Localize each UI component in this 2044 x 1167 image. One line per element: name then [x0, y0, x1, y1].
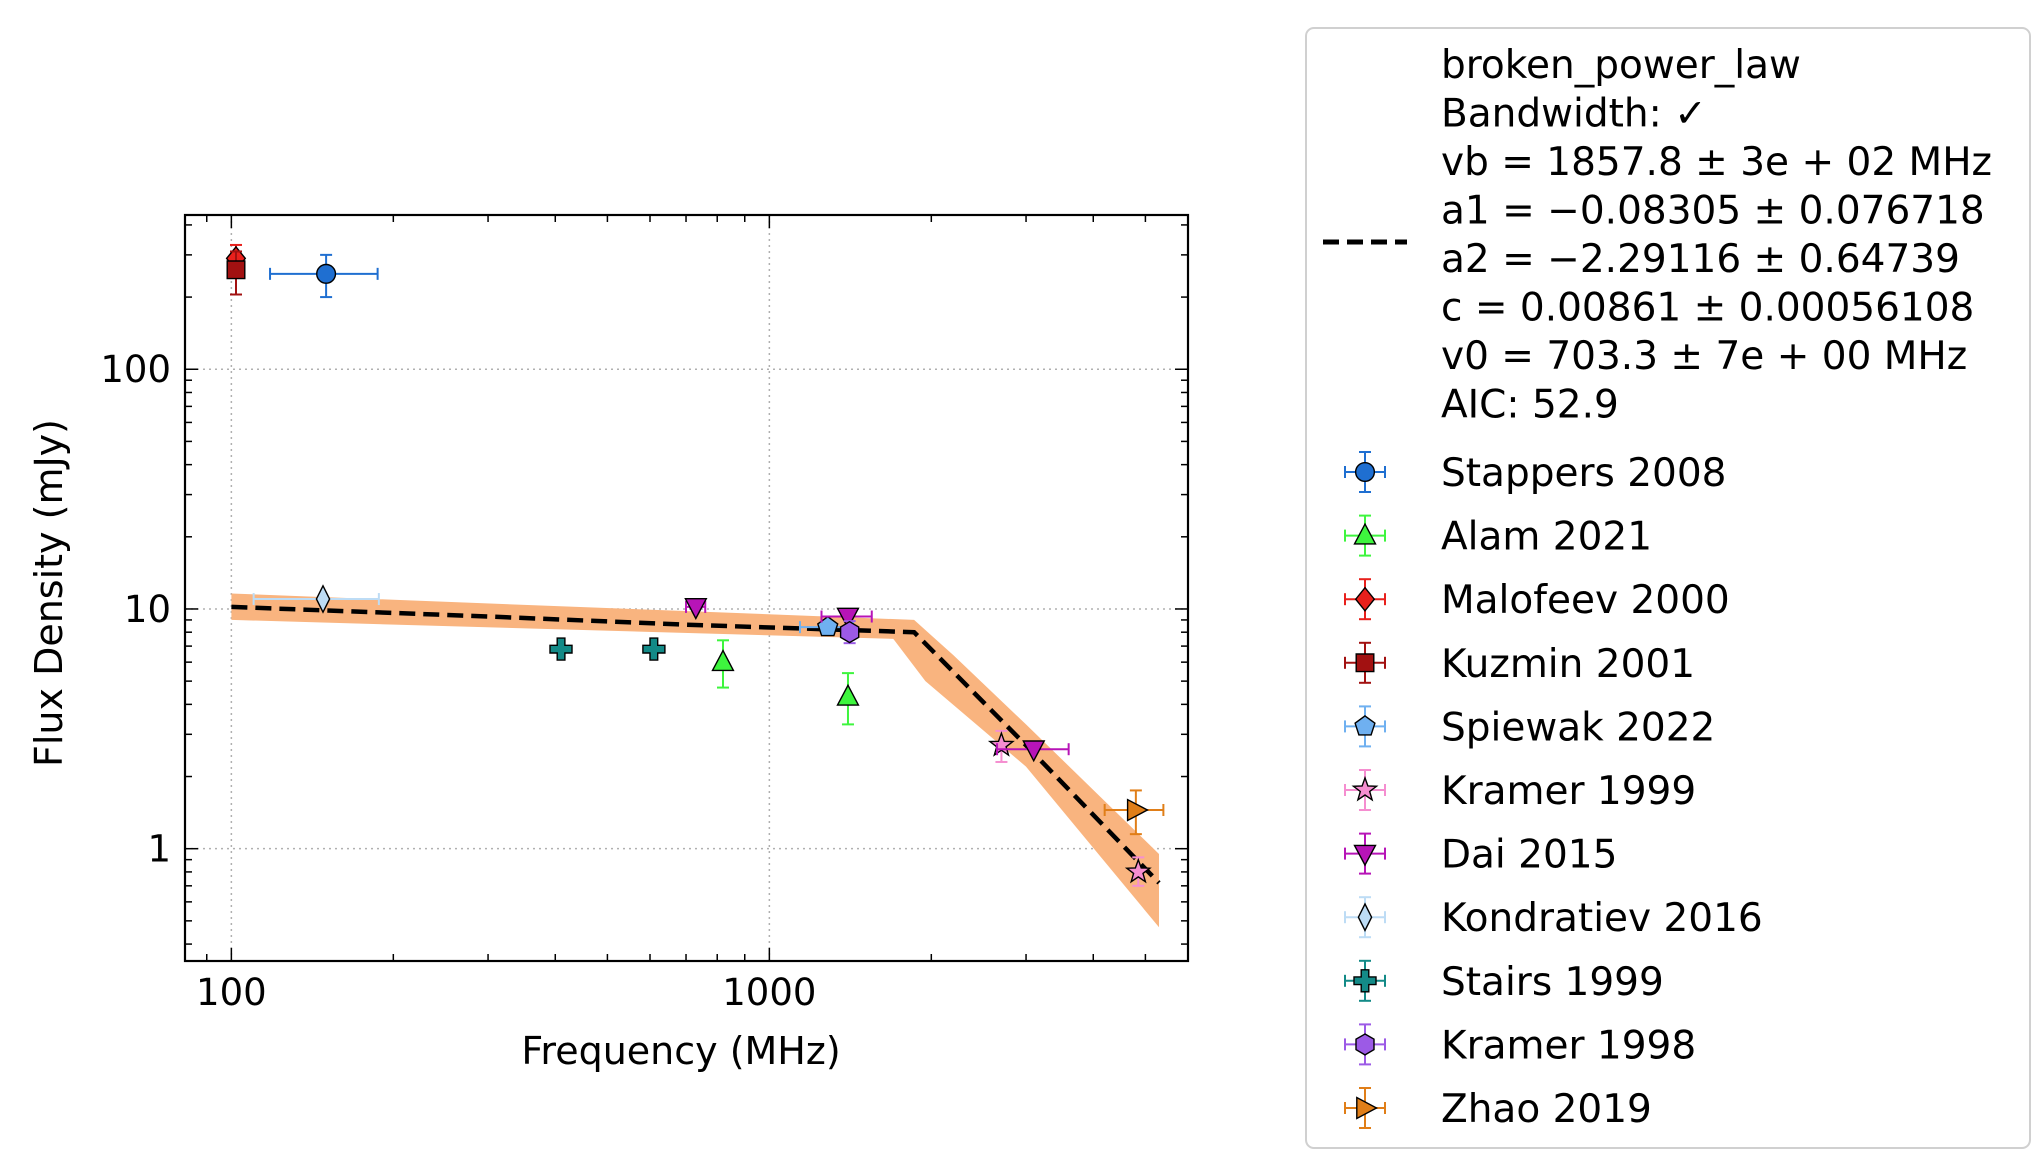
y-tick-label: 100 — [100, 348, 171, 391]
y-axis-label: Flux Density (mJy) — [27, 419, 71, 767]
marker-kuzmin-2001 — [226, 260, 246, 280]
legend-model-line: c = 0.00861 ± 0.00056108 — [1441, 286, 1974, 331]
legend-model-line: AIC: 52.9 — [1441, 383, 1619, 428]
legend-marker-kuzmin-2001 — [1355, 653, 1375, 673]
x-tick-label: 100 — [196, 971, 267, 1014]
y-tick-label: 1 — [147, 828, 171, 871]
data-point-zhao-2019 — [1103, 789, 1165, 836]
legend-label: Dai 2015 — [1441, 833, 1617, 878]
marker-stappers-2008 — [316, 263, 337, 284]
legend-label: Kuzmin 2001 — [1441, 642, 1695, 687]
legend-entry-kondratiev-2016: Kondratiev 2016 — [1344, 896, 1763, 941]
data-point-alam-2021 — [711, 639, 735, 689]
legend-label: Stappers 2008 — [1441, 451, 1726, 496]
marker-spiewak-2022 — [816, 615, 839, 637]
legend-entry-alam-2021: Alam 2021 — [1344, 514, 1652, 560]
marker-dai-2015 — [684, 598, 708, 620]
legend-entry-malofeev-2000: Malofeev 2000 — [1344, 578, 1730, 623]
marker-alam-2021 — [836, 683, 860, 706]
legend-entry-kramer-1998: Kramer 1998 — [1344, 1023, 1696, 1068]
legend-model-line: vb = 1857.8 ± 3e + 02 MHz — [1441, 140, 1992, 185]
legend-marker-dai-2015 — [1353, 844, 1377, 867]
legend-label: Kramer 1999 — [1441, 769, 1696, 814]
legend-entry-stairs-1999: Stairs 1999 — [1344, 959, 1664, 1005]
legend-marker-malofeev-2000 — [1354, 586, 1376, 612]
legend-entry-dai-2015: Dai 2015 — [1344, 832, 1617, 878]
marker-kramer-1998 — [839, 620, 860, 644]
legend-label: Kondratiev 2016 — [1441, 896, 1763, 941]
legend-marker-spiewak-2022 — [1354, 715, 1376, 736]
marker-dai-2015 — [836, 607, 860, 630]
legend-entry-spiewak-2022: Spiewak 2022 — [1344, 705, 1715, 750]
data-point-kramer-1998 — [839, 620, 860, 645]
legend-marker-kondratiev-2016 — [1357, 902, 1373, 932]
legend-model-line: Bandwidth: ✓ — [1441, 92, 1707, 137]
legend-marker-stappers-2008 — [1354, 461, 1376, 483]
data-point-kuzmin-2001 — [226, 250, 246, 296]
plot-area: 100 1000 1 10 100 — [100, 213, 1190, 1014]
legend-marker-kramer-1998 — [1355, 1033, 1375, 1056]
y-tick-label: 10 — [124, 588, 171, 631]
legend-marker-stairs-1999 — [1353, 969, 1377, 993]
data-point-stappers-2008 — [269, 253, 379, 299]
marker-kramer-1999 — [1124, 857, 1152, 884]
legend-marker-alam-2021 — [1353, 522, 1377, 545]
legend-marker-zhao-2019 — [1356, 1096, 1378, 1120]
x-axis-label: Frequency (MHz) — [521, 1029, 840, 1073]
legend-model-line: broken_power_law — [1441, 43, 1801, 88]
marker-dai-2015 — [1022, 740, 1046, 763]
legend-label: Kramer 1998 — [1441, 1023, 1696, 1068]
data-point-kramer-1999 — [1124, 856, 1152, 887]
legend-box — [1305, 27, 2031, 1149]
marker-stairs-1999 — [642, 637, 666, 661]
data-point-stairs-1999 — [549, 637, 573, 661]
marker-kondratiev-2016 — [315, 584, 331, 614]
marker-zhao-2019 — [1126, 798, 1149, 822]
data-point-alam-2021 — [836, 672, 860, 726]
model-uncertainty-band — [231, 593, 1159, 928]
legend-label: Zhao 2019 — [1441, 1087, 1652, 1132]
legend-model-line: a1 = −0.08305 ± 0.076718 — [1441, 189, 1985, 234]
data-point-stairs-1999 — [642, 637, 666, 661]
data-point-dai-2015 — [820, 607, 873, 630]
legend-model-line: a2 = −2.29116 ± 0.64739 — [1441, 237, 1960, 282]
data-point-dai-2015 — [684, 598, 708, 620]
legend-marker-kramer-1999 — [1351, 775, 1379, 802]
data-point-spiewak-2022 — [798, 615, 854, 637]
legend-label: Alam 2021 — [1441, 515, 1652, 560]
model-curve — [231, 604, 1161, 885]
legend-label: Stairs 1999 — [1441, 960, 1664, 1005]
marker-stairs-1999 — [549, 637, 573, 661]
legend-entry-kramer-1999: Kramer 1999 — [1344, 769, 1696, 814]
legend-entry-stappers-2008: Stappers 2008 — [1344, 451, 1726, 496]
legend-entry-kuzmin-2001: Kuzmin 2001 — [1344, 641, 1695, 687]
x-tick-label: 1000 — [722, 971, 816, 1014]
data-point-kondratiev-2016 — [252, 584, 380, 614]
data-point-dai-2015 — [996, 740, 1070, 763]
legend-label: Spiewak 2022 — [1441, 705, 1715, 750]
legend-model-line: v0 = 703.3 ± 7e + 00 MHz — [1441, 334, 1967, 379]
plot-frame — [183, 213, 1190, 963]
legend-label: Malofeev 2000 — [1441, 578, 1730, 623]
legend-entry-zhao-2019: Zhao 2019 — [1344, 1087, 1652, 1132]
marker-alam-2021 — [711, 649, 735, 672]
